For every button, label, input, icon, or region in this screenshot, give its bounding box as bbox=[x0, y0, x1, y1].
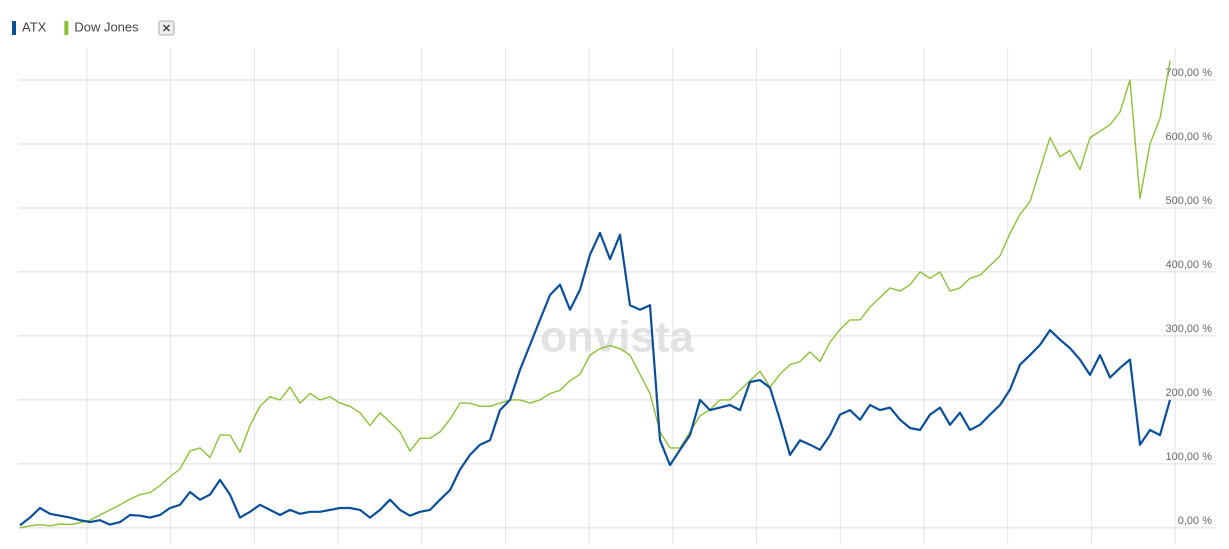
plot: 0,00 % 100,00 % 200,00 % 300,00 % 400,00 % 50… bbox=[12, 19, 1215, 545]
y-tick-label: 700,00 % bbox=[1166, 67, 1213, 79]
legend-label: Dow Jones bbox=[74, 19, 139, 34]
legend-swatch bbox=[12, 21, 16, 35]
y-tick-label: 100,00 % bbox=[1166, 451, 1213, 463]
y-tick-label: 400,00 % bbox=[1166, 259, 1213, 271]
watermark: onvista bbox=[540, 313, 695, 362]
y-tick-label: 500,00 % bbox=[1166, 195, 1213, 207]
y-tick-label: 0,00 % bbox=[1178, 515, 1212, 527]
y-tick-label: 200,00 % bbox=[1166, 387, 1213, 399]
series-line bbox=[19, 231, 1172, 527]
y-tick-label: 600,00 % bbox=[1166, 131, 1213, 143]
close-button[interactable] bbox=[158, 20, 175, 36]
y-tick-label: 300,00 % bbox=[1166, 323, 1213, 335]
series-line bbox=[19, 60, 1171, 529]
legend-label: ATX bbox=[22, 19, 47, 34]
legend-swatch bbox=[64, 21, 69, 35]
